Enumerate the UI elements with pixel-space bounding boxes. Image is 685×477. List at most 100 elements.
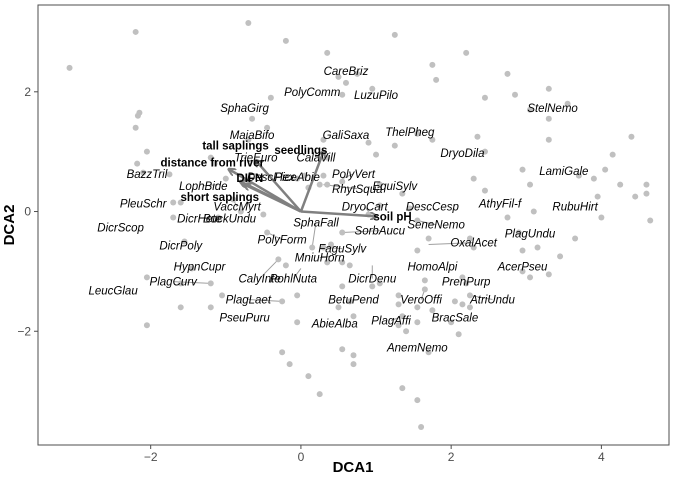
site-point bbox=[365, 139, 372, 146]
site-point bbox=[339, 91, 346, 98]
site-point bbox=[350, 361, 357, 368]
species-label: LuzuPilo bbox=[354, 90, 399, 102]
site-point bbox=[530, 208, 537, 215]
site-point bbox=[207, 280, 214, 287]
leader-line bbox=[248, 299, 283, 302]
species-label: LamiGale bbox=[539, 166, 588, 178]
site-point bbox=[632, 193, 639, 200]
site-point bbox=[545, 85, 552, 92]
site-point bbox=[215, 214, 222, 221]
site-point bbox=[414, 130, 421, 137]
site-point bbox=[557, 253, 564, 260]
species-label: DryoCart bbox=[342, 202, 389, 214]
species-label: DicrPoly bbox=[159, 241, 203, 253]
site-point bbox=[245, 136, 252, 143]
site-point bbox=[376, 181, 383, 188]
site-point bbox=[463, 280, 470, 287]
site-point bbox=[230, 196, 237, 203]
site-point bbox=[260, 211, 267, 218]
site-point bbox=[527, 181, 534, 188]
species-label: CareBriz bbox=[324, 66, 369, 78]
site-point bbox=[376, 202, 383, 209]
species-label: PrenPurp bbox=[442, 277, 491, 289]
species-label: DicrHete bbox=[177, 214, 222, 226]
site-point bbox=[643, 181, 650, 188]
site-point bbox=[545, 271, 552, 278]
site-point bbox=[481, 94, 488, 101]
species-label: DescCesp bbox=[406, 202, 460, 214]
site-point bbox=[474, 133, 481, 140]
site-point bbox=[342, 79, 349, 86]
site-point bbox=[481, 148, 488, 155]
leader-line bbox=[417, 220, 437, 226]
vector-labels: tall saplings seedlings distance from rive… bbox=[161, 141, 412, 224]
site-point bbox=[481, 187, 488, 194]
site-point bbox=[339, 259, 346, 266]
species-label: StelNemo bbox=[527, 103, 578, 115]
site-point bbox=[177, 304, 184, 311]
species-label: AnemNemo bbox=[386, 342, 448, 354]
species-label: HomoAlpi bbox=[407, 262, 457, 274]
site-point bbox=[512, 91, 519, 98]
leader-line bbox=[469, 294, 493, 301]
site-point bbox=[609, 151, 616, 158]
site-point bbox=[421, 286, 428, 293]
species-label: VaccMyrt bbox=[213, 202, 261, 214]
site-point bbox=[414, 247, 421, 254]
species-label: FaguSylv bbox=[318, 244, 367, 256]
site-point bbox=[534, 244, 541, 251]
site-point bbox=[545, 136, 552, 143]
site-point bbox=[305, 373, 312, 380]
site-point bbox=[264, 229, 271, 236]
site-point bbox=[504, 70, 511, 77]
site-point bbox=[403, 328, 410, 335]
site-point bbox=[279, 349, 286, 356]
site-point bbox=[414, 304, 421, 311]
species-label: DescFlex bbox=[247, 172, 296, 184]
site-point bbox=[391, 31, 398, 38]
site-point bbox=[143, 322, 150, 329]
site-point bbox=[575, 172, 582, 179]
species-label: EquiSylv bbox=[372, 181, 418, 193]
site-point bbox=[177, 199, 184, 206]
site-point bbox=[414, 397, 421, 404]
species-label: DicrDenu bbox=[348, 274, 397, 286]
site-point bbox=[294, 175, 301, 182]
site-point bbox=[320, 172, 327, 179]
site-point bbox=[320, 244, 327, 251]
site-point bbox=[294, 319, 301, 326]
vector-label: soil pH bbox=[373, 211, 411, 223]
leader-line bbox=[428, 242, 474, 245]
vector-label: distance from river bbox=[161, 157, 265, 169]
site-point bbox=[459, 274, 466, 281]
leader-line bbox=[293, 268, 302, 279]
x-tick-label: 4 bbox=[598, 450, 605, 464]
site-point bbox=[466, 304, 473, 311]
site-point bbox=[515, 229, 522, 236]
species-label: BuckUndu bbox=[203, 214, 257, 226]
site-point bbox=[177, 280, 184, 287]
site-point bbox=[275, 256, 282, 263]
species-label: MaiaBifo bbox=[230, 130, 275, 142]
site-point bbox=[264, 124, 271, 131]
species-label: PolyComm bbox=[284, 87, 341, 99]
species-label: BetuPend bbox=[328, 295, 379, 307]
site-point bbox=[301, 172, 308, 179]
species-label: PleuSchr bbox=[120, 199, 168, 211]
species-label: LeucGlau bbox=[89, 286, 139, 298]
site-point bbox=[294, 292, 301, 299]
site-point bbox=[249, 115, 256, 122]
species-label: BracSale bbox=[432, 312, 479, 324]
site-point bbox=[350, 313, 357, 320]
species-label: AthyFil-f bbox=[478, 199, 523, 211]
species-label: CalyInte bbox=[239, 274, 281, 286]
site-point bbox=[132, 28, 139, 35]
site-point bbox=[395, 292, 402, 299]
x-axis-title: DCA1 bbox=[333, 459, 374, 476]
species-label: PolyForm bbox=[258, 235, 308, 247]
site-point bbox=[286, 361, 293, 368]
site-point bbox=[237, 208, 244, 215]
site-point bbox=[339, 178, 346, 185]
site-point bbox=[369, 283, 376, 290]
leader-line bbox=[364, 206, 369, 212]
